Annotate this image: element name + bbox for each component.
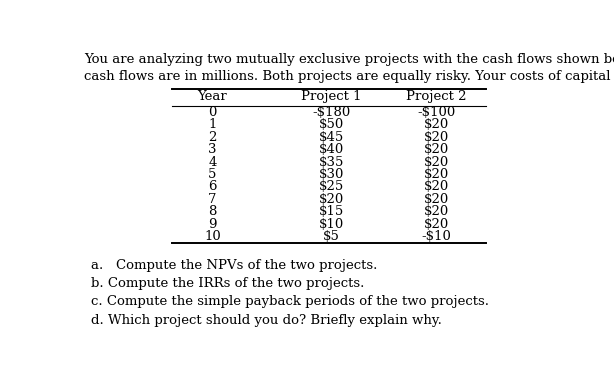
Text: $20: $20 [424, 168, 449, 181]
Text: 1: 1 [208, 118, 217, 131]
Text: $5: $5 [323, 230, 340, 243]
Text: 4: 4 [208, 155, 217, 169]
Text: -$10: -$10 [421, 230, 451, 243]
Text: You are analyzing two mutually exclusive projects with the cash flows shown belo: You are analyzing two mutually exclusive… [84, 53, 614, 66]
Text: $20: $20 [424, 143, 449, 156]
Text: 3: 3 [208, 143, 217, 156]
Text: c. Compute the simple payback periods of the two projects.: c. Compute the simple payback periods of… [91, 295, 489, 308]
Text: 7: 7 [208, 193, 217, 206]
Text: Project 1: Project 1 [301, 90, 362, 103]
Text: -$100: -$100 [417, 106, 455, 119]
Text: 10: 10 [204, 230, 221, 243]
Text: 5: 5 [208, 168, 217, 181]
Text: $20: $20 [319, 193, 344, 206]
Text: d. Which project should you do? Briefly explain why.: d. Which project should you do? Briefly … [91, 314, 442, 327]
Text: $20: $20 [424, 155, 449, 169]
Text: 2: 2 [208, 131, 217, 144]
Text: a.   Compute the NPVs of the two projects.: a. Compute the NPVs of the two projects. [91, 259, 378, 272]
Text: -$180: -$180 [312, 106, 351, 119]
Text: 9: 9 [208, 218, 217, 231]
Text: cash flows are in millions. Both projects are equally risky. Your costs of capit: cash flows are in millions. Both project… [84, 70, 614, 83]
Text: $20: $20 [424, 180, 449, 193]
Text: $25: $25 [319, 180, 344, 193]
Text: $20: $20 [424, 118, 449, 131]
Text: $50: $50 [319, 118, 344, 131]
Text: b. Compute the IRRs of the two projects.: b. Compute the IRRs of the two projects. [91, 277, 364, 290]
Text: $35: $35 [319, 155, 344, 169]
Text: $10: $10 [319, 218, 344, 231]
Text: $40: $40 [319, 143, 344, 156]
Text: 0: 0 [208, 106, 217, 119]
Text: 8: 8 [208, 205, 217, 218]
Text: $45: $45 [319, 131, 344, 144]
Text: 6: 6 [208, 180, 217, 193]
Text: $20: $20 [424, 205, 449, 218]
Text: Year: Year [198, 90, 227, 103]
Text: $20: $20 [424, 218, 449, 231]
Text: $15: $15 [319, 205, 344, 218]
Text: Project 2: Project 2 [406, 90, 466, 103]
Text: $20: $20 [424, 193, 449, 206]
Text: $30: $30 [319, 168, 344, 181]
Text: $20: $20 [424, 131, 449, 144]
